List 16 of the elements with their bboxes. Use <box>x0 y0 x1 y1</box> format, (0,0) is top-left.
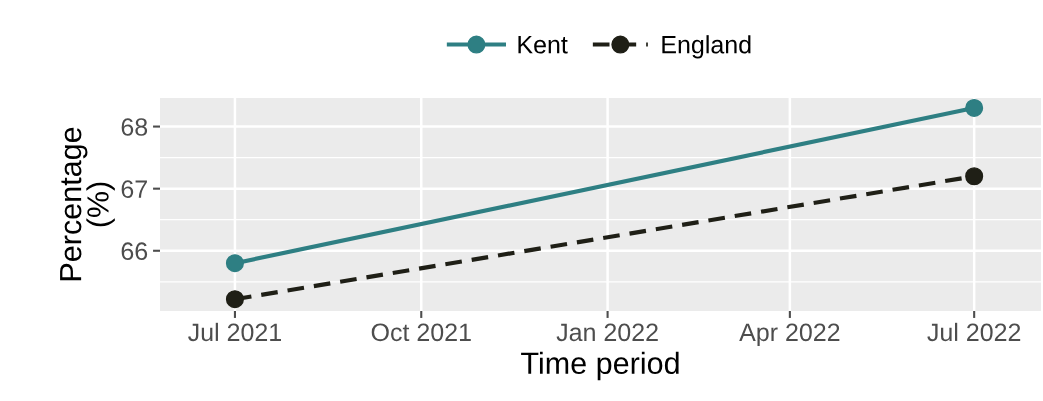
x-axis-title: Time period <box>521 351 679 381</box>
x-tick-label: Jul 2021 <box>188 322 281 342</box>
legend-label: England <box>662 35 751 59</box>
y-tick-label: 68 <box>121 118 148 136</box>
point <box>965 98 984 117</box>
x-tick-label: Jan 2022 <box>556 323 658 342</box>
x-tick-label: Jul 2022 <box>927 322 1021 342</box>
y-tick-label: 66 <box>121 242 148 261</box>
point <box>225 290 244 309</box>
point <box>225 254 244 273</box>
y-axis-title: Percentage (%) <box>60 127 115 281</box>
y-tick-label: 67 <box>121 180 147 198</box>
x-tick-label: Apr 2022 <box>739 323 840 347</box>
legend-label: Kent <box>518 36 568 54</box>
point <box>965 167 984 186</box>
x-tick-label: Oct 2021 <box>371 323 471 342</box>
